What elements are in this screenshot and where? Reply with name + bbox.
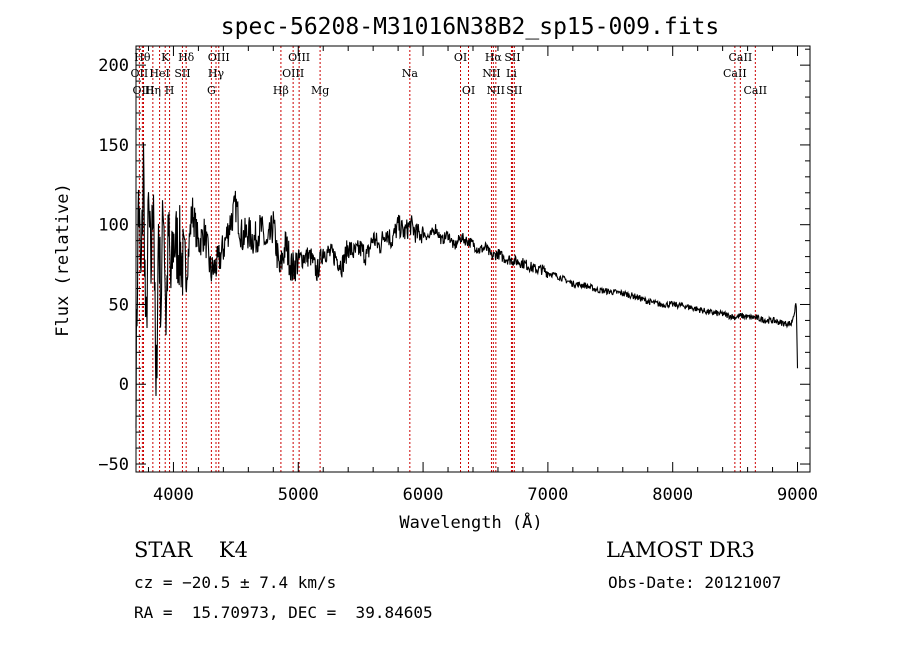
spectral-line-label: OII: [131, 67, 149, 80]
spectral-line-labels: OIIHθOIIIHηHeIKHSIIHδGHγOIIIHβOIIIOIIIMg…: [131, 51, 768, 97]
spectral-line-label: NII: [482, 67, 500, 80]
spectral-line-label: OIII: [132, 84, 154, 97]
chart-title: spec-56208-M31016N38B2_sp15-009.fits: [221, 14, 720, 40]
spectral-line-label: OI: [462, 84, 475, 97]
spectral-line-label: SII: [506, 84, 522, 97]
y-axis-label: Flux (relative): [53, 183, 73, 337]
star-classification: STAR K4: [134, 538, 248, 562]
x-tick-label: 5000: [278, 485, 319, 505]
observation-date: Obs-Date: 20121007: [608, 573, 782, 592]
spectral-line-label: H: [165, 84, 175, 97]
spectral-line-label: CaII: [729, 51, 753, 64]
x-tick-label: 7000: [527, 485, 568, 505]
spectral-line-label: Hδ: [178, 51, 195, 64]
y-tick-label: 50: [109, 295, 129, 315]
x-tick-label: 4000: [153, 485, 194, 505]
y-axis-ticks: −50 0 50 100 150 200: [98, 48, 810, 475]
x-axis-label: Wavelength (Å): [399, 511, 542, 533]
y-tick-label: 0: [119, 375, 129, 395]
x-axis-ticks: 4000 5000 6000 7000 8000 9000: [147, 46, 818, 505]
spectral-line-label: Li: [506, 67, 517, 80]
spectral-line-label: G: [207, 84, 216, 97]
spectral-line-label: HeI: [149, 67, 169, 80]
spectral-line-label: Mg: [311, 84, 329, 97]
y-tick-label: 100: [98, 216, 129, 236]
redshift-velocity: cz = −20.5 ± 7.4 km/s: [134, 573, 337, 592]
x-tick-label: 6000: [403, 485, 444, 505]
x-tick-label: 9000: [777, 485, 818, 505]
spectral-line-label: OIII: [288, 51, 310, 64]
x-tick-label: 8000: [652, 485, 693, 505]
plot-frame: [135, 45, 811, 473]
spectral-line-markers: [138, 46, 756, 472]
spectral-line-label: NII: [487, 84, 505, 97]
spectral-line-label: SII: [174, 67, 190, 80]
y-tick-label: 200: [98, 56, 129, 76]
spectral-line-label: SII: [504, 51, 520, 64]
spectral-line-label: OIII: [282, 67, 304, 80]
sky-coordinates: RA = 15.70973, DEC = 39.84605: [134, 603, 433, 622]
spectral-line-label: Na: [402, 67, 419, 80]
survey-name: LAMOST DR3: [606, 538, 755, 562]
y-tick-label: 150: [98, 136, 129, 156]
spectral-line-label: Hθ: [134, 51, 151, 64]
spectral-line-label: CaII: [723, 67, 747, 80]
y-tick-label: −50: [98, 455, 129, 475]
spectral-line-label: OI: [454, 51, 467, 64]
spectral-line-label: Hα: [485, 51, 503, 64]
spectral-line-label: Hη: [145, 84, 161, 97]
spectral-line-label: K: [161, 51, 170, 64]
flux-spectrum-line: [135, 142, 799, 429]
spectral-line-label: OIII: [208, 51, 230, 64]
spectral-line-label: CaII: [743, 84, 767, 97]
spectral-line-label: Hγ: [208, 67, 225, 80]
spectral-line-label: Hβ: [273, 84, 289, 97]
